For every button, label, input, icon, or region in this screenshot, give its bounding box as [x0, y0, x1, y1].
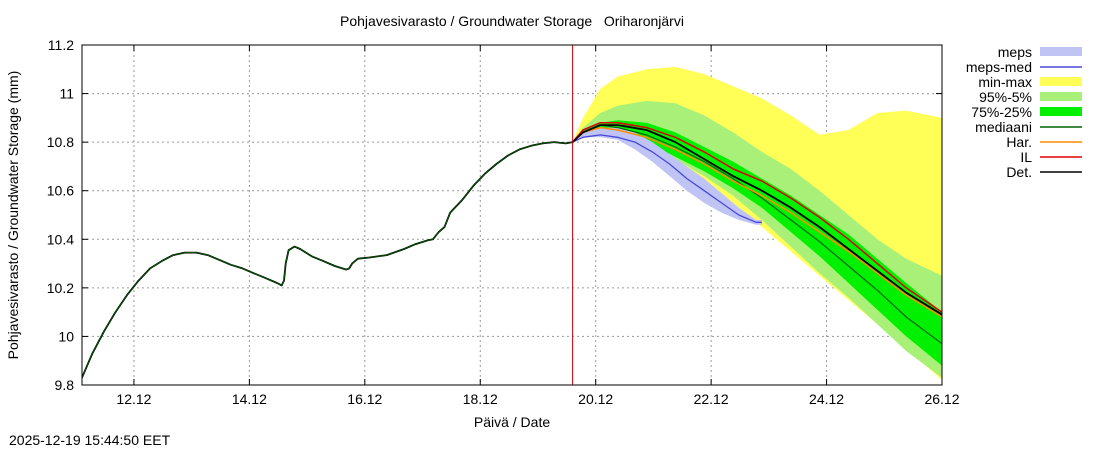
x-tick-label: 14.12: [232, 391, 267, 407]
legend-swatch-meps: [1040, 47, 1082, 56]
legend-label-meps_med: meps-med: [966, 59, 1032, 75]
legend-label-min_max: min-max: [978, 74, 1032, 90]
il-line: [572, 121, 942, 313]
meps-band: [572, 127, 762, 225]
x-tick-label: 26.12: [924, 391, 959, 407]
x-tick-label: 18.12: [463, 391, 498, 407]
har-line: [572, 126, 942, 318]
legend: mepsmeps-medmin-max95%-5%75%-25%mediaani…: [966, 44, 1082, 180]
legend-swatch-p95_5: [1040, 92, 1082, 101]
det-line: [571, 124, 942, 316]
legend-swatch-p75_25: [1040, 107, 1082, 116]
plot-area: [81, 44, 943, 386]
meps-med-line: [572, 134, 762, 223]
y-tick-label: 11: [59, 86, 74, 102]
y-axis-label: Pohjavesivarasto / Groundwater Storage (…: [5, 71, 21, 360]
observed-overlay-line: [82, 141, 573, 378]
series-lines: [82, 45, 942, 385]
x-tick-label: 12.12: [116, 391, 151, 407]
legend-label-il: IL: [1020, 149, 1032, 165]
y-tick-label: 11.2: [48, 37, 74, 53]
y-tick-label: 10.2: [47, 280, 74, 296]
legend-label-p95_5: 95%-5%: [979, 89, 1032, 105]
legend-label-har: Har.: [1006, 134, 1032, 150]
x-axis-ticks: 12.12 14.12 16.12 18.12 20.12 22.12 24.12 26.12: [116, 391, 959, 407]
chart-title: Pohjavesivarasto / Groundwater Storage O…: [340, 13, 684, 29]
y-tick-label: 9.8: [55, 377, 75, 393]
y-tick-label: 10.8: [47, 134, 74, 150]
legend-label-p75_25: 75%-25%: [971, 104, 1032, 120]
legend-label-meps: meps: [998, 44, 1032, 60]
x-tick-label: 20.12: [578, 391, 613, 407]
x-tick-label: 16.12: [347, 391, 382, 407]
forecast-bands: [572, 66, 942, 381]
y-tick-label: 10.6: [47, 183, 74, 199]
plot-frame: [81, 44, 943, 386]
legend-label-mediaani: mediaani: [975, 119, 1032, 135]
y-tick-label: 10.4: [47, 231, 74, 247]
x-axis-label: Päivä / Date: [474, 414, 550, 430]
y-tick-label: 10: [58, 328, 74, 344]
timestamp: 2025-12-19 15:44:50 EET: [9, 432, 171, 448]
observed-line: [82, 141, 573, 379]
legend-swatch-min_max: [1040, 77, 1082, 86]
x-tick-label: 22.12: [694, 391, 729, 407]
x-tick-label: 24.12: [809, 391, 844, 407]
legend-label-det: Det.: [1006, 164, 1032, 180]
y-axis-ticks: 9.8 10 10.2 10.4 10.6 10.8 11 11.2: [47, 37, 74, 393]
